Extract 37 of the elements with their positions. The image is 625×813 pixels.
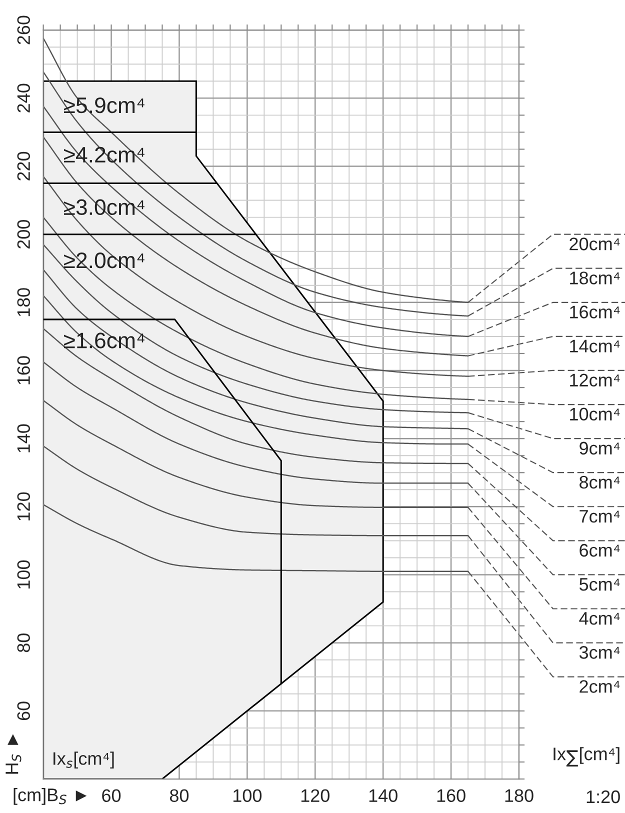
x-tick-label: 120 <box>301 789 330 802</box>
y-tick-label: 140 <box>17 424 30 452</box>
text: 18cm⁴ <box>570 272 620 284</box>
text: 6cm⁴ <box>580 544 620 557</box>
x-tick-label: 100 <box>233 789 262 802</box>
y-tick-label: 60 <box>17 702 30 720</box>
text: 20cm⁴ <box>570 238 620 250</box>
x-tick-label: 160 <box>437 789 466 802</box>
text: 7cm⁴ <box>580 510 620 523</box>
x-tick-label: 60 <box>102 789 121 802</box>
y-tick-label: 80 <box>17 634 30 652</box>
text: 5cm⁴ <box>579 578 620 591</box>
text: 14cm⁴ <box>570 340 620 352</box>
x-tick-label: 180 <box>505 789 534 802</box>
text: 9cm⁴ <box>580 442 620 455</box>
text: 8cm⁴ <box>580 476 620 489</box>
x-tick-label: 140 <box>369 789 398 802</box>
annotation: Ix$_{s}$[cm⁴] <box>54 752 114 768</box>
y-tick-label: 180 <box>17 288 30 316</box>
x-axis-title: [cm]B$_{S}$ ► <box>14 788 87 805</box>
y-tick-label: 220 <box>17 152 30 180</box>
text: 10cm⁴ <box>570 408 620 421</box>
y-tick-label: 120 <box>17 492 30 520</box>
text: 2cm⁴ <box>580 680 620 693</box>
y-tick-label: 200 <box>17 220 30 248</box>
x-tick-label: 80 <box>170 789 189 802</box>
text: 16cm⁴ <box>570 306 620 318</box>
y-tick-label: 240 <box>17 84 30 112</box>
y-tick-label: 100 <box>17 560 30 588</box>
y-axis-title: H$_{S}$ ► <box>6 734 22 774</box>
text: 3cm⁴ <box>579 646 620 659</box>
y-tick-label: 160 <box>17 356 30 384</box>
y-tick-label: 260 <box>17 16 30 44</box>
text: 1:20 <box>586 790 620 804</box>
text: 12cm⁴ <box>570 374 620 387</box>
text: 4cm⁴ <box>579 612 620 625</box>
text: Ix$_{∑}$[cm⁴] <box>554 747 620 767</box>
